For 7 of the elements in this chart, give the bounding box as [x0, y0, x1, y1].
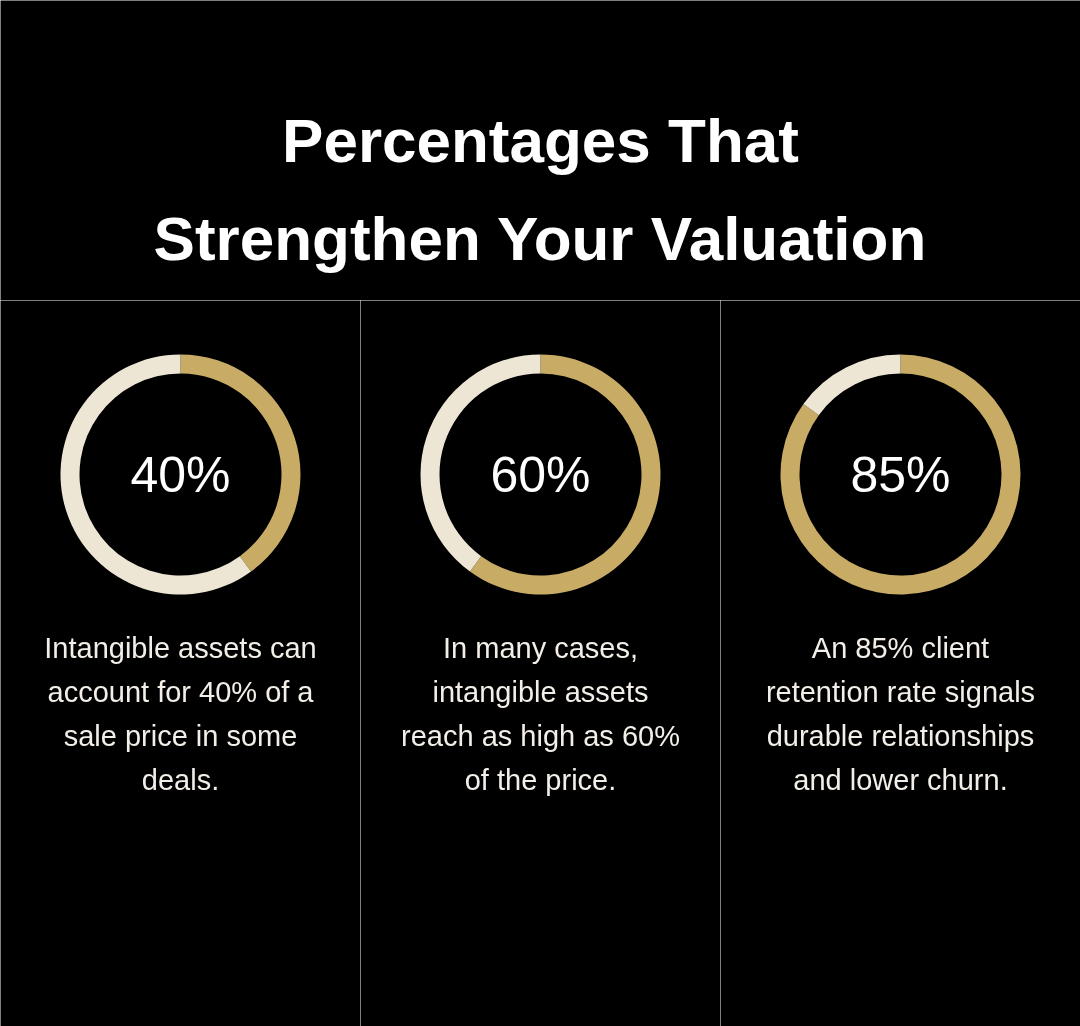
text: In many cases, intangible assets reach as high as 60% of the price. [401, 631, 680, 796]
text: An 85% client retention rate signals durable relationships and lower churn. [765, 631, 1036, 796]
text: Intangible assets can account for 40% of a sale price in some deals. [44, 631, 317, 796]
text: 40% [130, 446, 231, 503]
text: 60% [490, 446, 591, 503]
text: 85% [850, 446, 951, 503]
text: Percentages That Strengthen Your Valuation [153, 106, 927, 273]
